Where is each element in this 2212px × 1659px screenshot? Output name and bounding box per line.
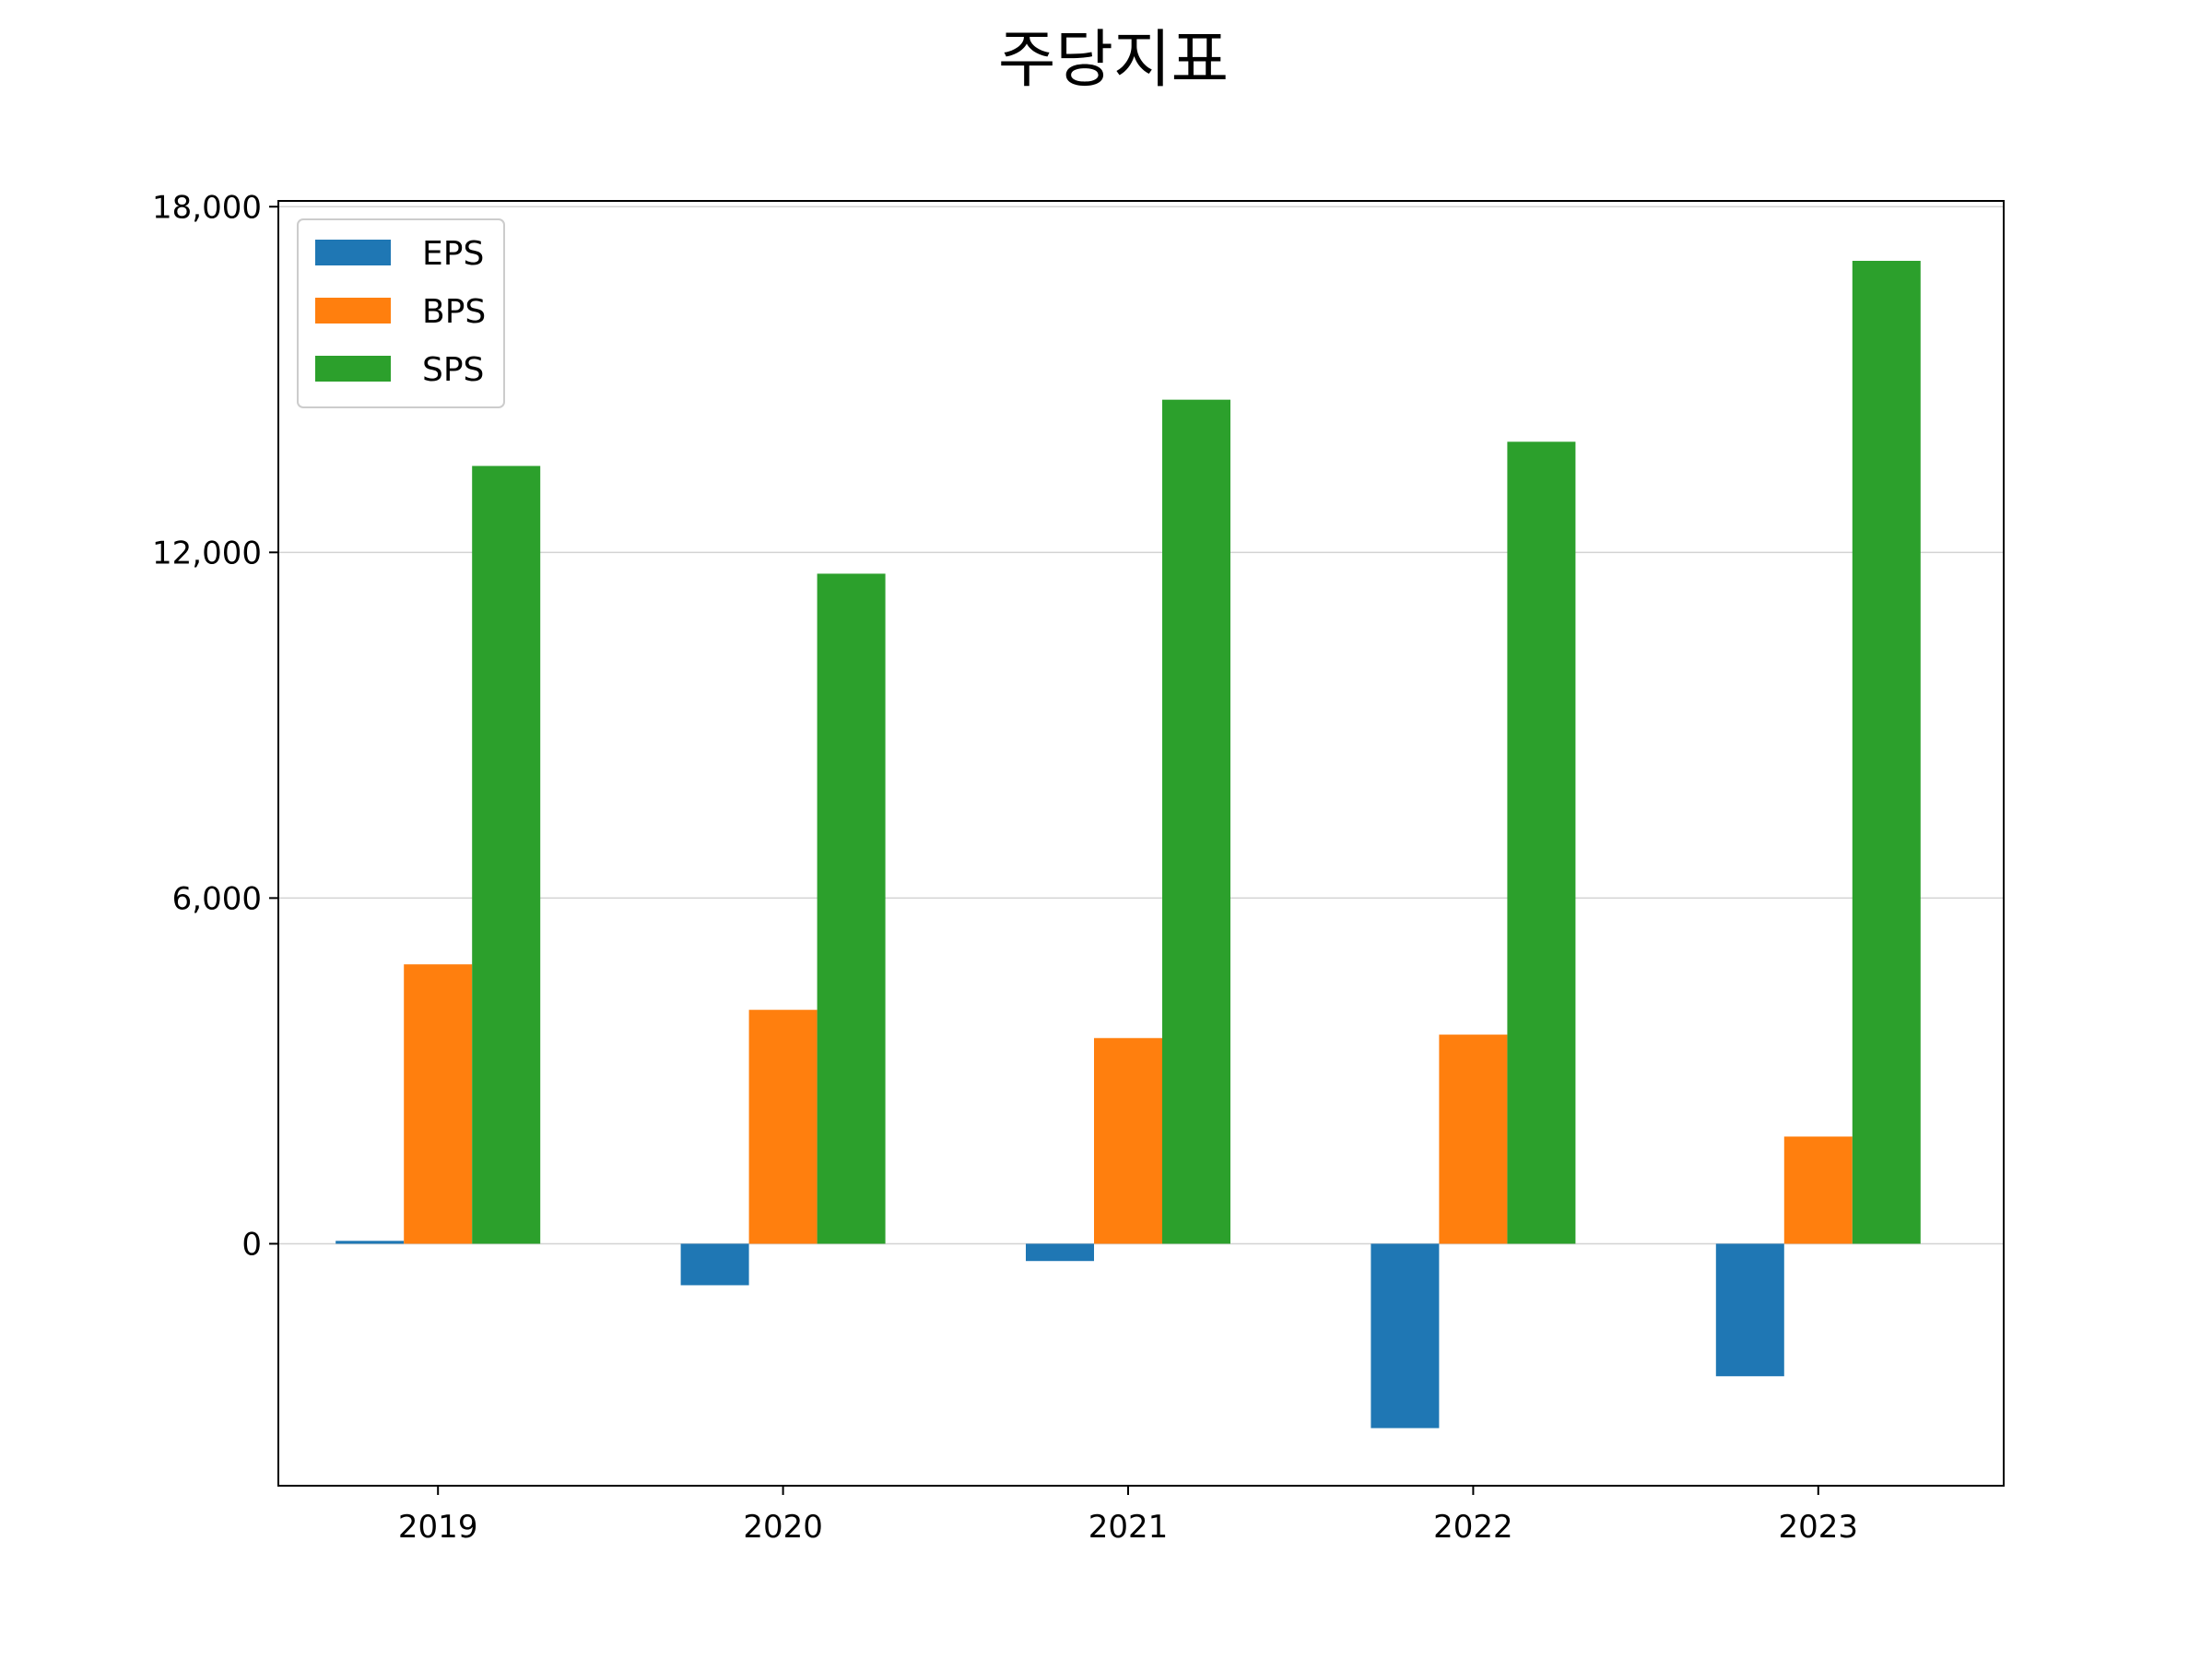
- bar-eps-2021: [1026, 1243, 1094, 1262]
- legend-swatch-bps: [315, 298, 391, 324]
- bar-bps-2021: [1094, 1038, 1162, 1244]
- legend-swatch-sps: [315, 356, 391, 382]
- x-tick-label-2021: 2021: [1088, 1509, 1169, 1546]
- y-tick-label-3: 18,000: [152, 189, 262, 226]
- legend-label-bps: BPS: [422, 293, 486, 331]
- legend-label-sps: SPS: [422, 351, 484, 389]
- x-tick-label-2023: 2023: [1779, 1509, 1859, 1546]
- plot-frame: [277, 200, 2005, 1487]
- chart-title: 주당지표: [998, 24, 1229, 97]
- y-tick-label-0: 0: [241, 1226, 262, 1263]
- bar-eps-2019: [335, 1241, 405, 1244]
- bars: [335, 261, 1921, 1429]
- y-tick-label-1: 6,000: [172, 880, 262, 917]
- bar-sps-2019: [472, 465, 541, 1244]
- x-tick-label-2019: 2019: [398, 1509, 478, 1546]
- legend-label-eps: EPS: [422, 235, 484, 273]
- bar-sps-2020: [817, 573, 886, 1244]
- bar-eps-2020: [680, 1243, 749, 1286]
- bar-bps-2023: [1783, 1136, 1853, 1244]
- bar-bps-2019: [404, 964, 473, 1244]
- bar-eps-2023: [1715, 1243, 1784, 1377]
- legend: EPS BPS SPS: [297, 218, 505, 408]
- bar-sps-2022: [1507, 441, 1576, 1244]
- bar-sps-2023: [1852, 261, 1921, 1244]
- bar-sps-2021: [1162, 399, 1230, 1244]
- x-tick-label-2020: 2020: [743, 1509, 823, 1546]
- legend-swatch-eps: [315, 240, 391, 265]
- bar-eps-2022: [1371, 1243, 1440, 1429]
- axes: 0 6,000 12,000 18,000 2019 2020 2021 2022 2023: [152, 189, 2005, 1546]
- bar-bps-2020: [748, 1009, 818, 1244]
- x-tick-label-2022: 2022: [1433, 1509, 1513, 1546]
- bar-bps-2022: [1439, 1034, 1508, 1244]
- y-tick-label-2: 12,000: [152, 535, 262, 571]
